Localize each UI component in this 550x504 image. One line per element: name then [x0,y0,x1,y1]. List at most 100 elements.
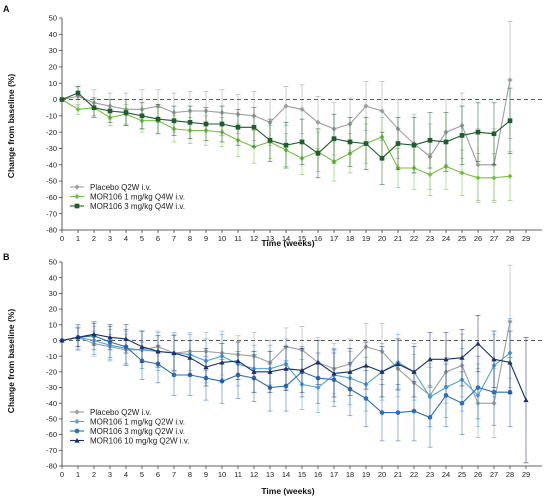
panel-b-letter: B [3,252,10,262]
panel-a-series-1-point [507,77,513,83]
panel-a-series-3-point [395,141,401,146]
panel-b-x-tick-label: 17 [330,470,338,479]
panel-b-series-4-line [61,333,527,401]
panel-a-legend: Placebo Q2W i.v.MOR106 1 mg/kg Q4W i.v.M… [70,183,185,211]
panel-b-x-tick-label: 19 [362,470,370,479]
panel-b-series-4-point [203,364,209,370]
panel-a-series-3-point [411,142,417,148]
panel-a-series-3-point [427,137,433,143]
panel-a-series-3-point [299,139,305,145]
panel-a-y-tick-label: -50 [46,177,57,186]
panel-b-series-4 [59,315,529,464]
panel-a-series-3-point [139,113,145,119]
panel-a-series-3-point [267,137,273,143]
panel-b-series-4-point [235,358,241,363]
panel-a-x-tick-label: 27 [490,234,498,243]
panel-b-x-tick-label: 13 [266,470,274,479]
panel-a-x-tick-label: 20 [378,234,386,243]
panel-b-series-3-point [395,410,401,415]
panel-a-y-tick-label: -70 [46,209,57,218]
panel-b-series-4-point [507,359,513,365]
panel-a-series-3-point [59,97,65,102]
panel-a-x-tick-label: 1 [76,234,80,243]
panel-b-series-3-point [379,410,385,415]
panel-b-series-4-point [347,369,353,374]
panel-b-series-4-point [443,356,449,362]
panel-b-legend-marker [74,437,80,443]
panel-b-x-tick-label: 5 [140,470,144,479]
panel-a-x-tick-label: 22 [410,234,418,243]
panel-a-series-1-point [379,108,385,114]
panel-b-series-4-point [59,337,65,343]
panel-a-x-tick-label: 2 [92,234,96,243]
panel-b-x-tick-label: 29 [522,470,530,479]
panel-a-x-tick-label: 23 [426,234,434,243]
panel-b-x-tick-label: 7 [172,470,176,479]
panel-a-series-2-point [491,175,497,181]
panel-a-y-tick-label: -40 [46,160,57,169]
panel-b-x-tick-label: 26 [474,470,482,479]
panel-a-x-tick-label: 21 [394,234,402,243]
panel-a-series-2-point [475,175,481,181]
panel-b-x-tick-label: 28 [506,470,514,479]
panel-b-series-4-point [363,362,369,368]
panel-b-x-tick-label: 24 [442,470,450,479]
panel-b-x-tick-label: 10 [218,470,226,479]
panel-a-series-2-point [507,173,513,179]
panel-a-x-tick-label: 10 [218,234,226,243]
panel-b-legend-marker [74,409,80,415]
panel-a-x-tick-label: 29 [522,234,530,243]
panel-b-y-tick-label: 40 [49,273,57,282]
panel-b-series-3-point [427,415,433,420]
panel-a-x-axis-label: Time (weeks) [261,238,314,248]
panel-b-x-tick-label: 9 [204,470,208,479]
panel-a-x-tick-label: 13 [266,234,274,243]
panel-b-series-4-point [75,334,81,340]
panel-b-series-4-point [251,369,257,374]
panel-b-y-tick-label: 30 [49,289,57,298]
panel-a-y-tick-label: -60 [46,193,57,202]
panel-b-series-4-point [91,331,97,337]
panel-b-y-tick-label: 50 [49,258,57,267]
panel-b-series-4-point [107,334,113,340]
panel-a-series-3-point [235,124,241,130]
panel-a-x-tick-label: 14 [282,234,290,243]
panel-b-x-tick-label: 14 [282,470,290,479]
panel-a-series-3-point [203,121,209,127]
panel-a-x-tick-label: 5 [140,234,144,243]
panel-a-series-3-point [491,131,497,137]
panel-b-series-4-point [395,361,401,367]
panel-a-series-3-point [459,133,465,138]
panel-b-legend-label: MOR106 3 mg/kg Q2W i.v. [90,427,185,436]
panel-b-series-3-point [171,372,177,378]
panel-b-series-4-point [171,350,177,356]
panel-b-y-tick-label: -40 [46,399,57,408]
panel-b-x-tick-label: 3 [108,470,112,479]
panel-a-y-tick-label: -10 [46,111,57,120]
panel-a-series-3-point [251,124,257,130]
panel-b-x-tick-label: 15 [298,470,306,479]
panel-a-series-3-point [507,118,513,124]
panel-b-series-4-point [331,370,337,376]
panel-b-y-tick-label: -80 [46,462,57,471]
panel-a-x-tick-label: 24 [442,234,450,243]
panel-a-y-axis-label: Change from baseline (%) [6,74,16,179]
panel-b-x-tick-label: 1 [76,470,80,479]
panel-a-series-3 [59,86,513,185]
panel-b-series-4-point [299,367,305,373]
panel-a-series-3-point [331,136,337,142]
panel-b: B Change from baseline (%) Time (weeks) … [3,252,542,496]
panel-a-y-tick-label: 0 [53,95,57,104]
panel-b-x-tick-label: 6 [156,470,160,479]
panel-a-series-3-point [379,155,385,161]
panel-b-x-tick-label: 22 [410,470,418,479]
panel-b-x-tick-label: 12 [250,470,258,479]
panel-b-x-tick-label: 23 [426,470,434,479]
panel-a-x-tick-label: 0 [60,234,64,243]
panel-a-series-3-point [107,108,113,114]
panel-b-y-tick-label: -10 [46,352,57,361]
panel-a-x-tick-label: 11 [234,234,242,243]
panel-a: A Change from baseline (%) Time (weeks) … [3,4,542,248]
panel-a-y-tick-label: -80 [46,226,57,235]
